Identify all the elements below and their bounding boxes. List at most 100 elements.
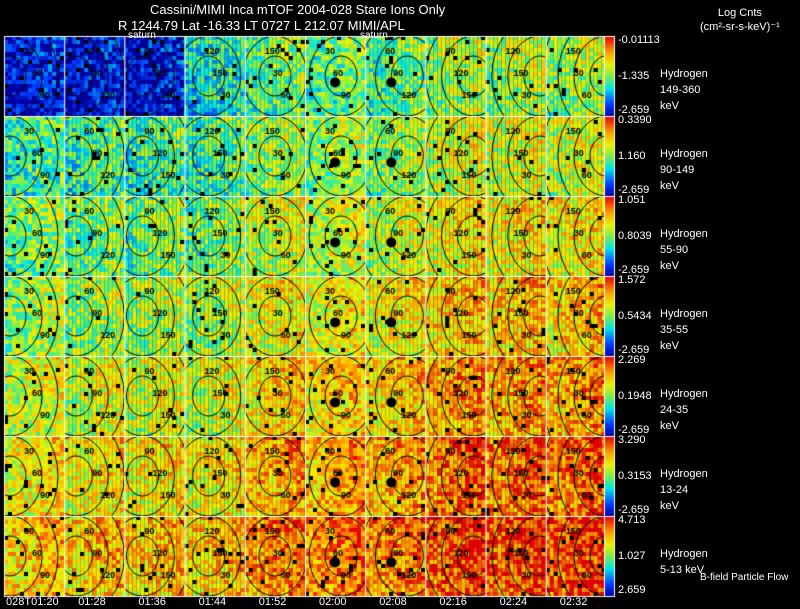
heatmap-panel xyxy=(64,436,124,516)
heatmap-panel xyxy=(245,276,305,356)
heatmap-panel xyxy=(64,356,124,436)
heatmap-panel xyxy=(486,356,546,436)
heatmap-panel xyxy=(185,36,245,116)
heatmap-panel xyxy=(486,436,546,516)
time-tick-label: 02:16 xyxy=(439,596,467,608)
heatmap-panel xyxy=(486,36,546,116)
heatmap-panel xyxy=(124,516,184,596)
colorbar-min-label: -2.659 xyxy=(618,104,650,116)
colorbar-mid-label: 1.027 xyxy=(618,550,646,562)
bfield-legend: B-field Particle Flow xyxy=(700,572,789,583)
colorbar-max-label: -0.01113 xyxy=(618,34,660,46)
channel-label: Hydrogen 35-55 keV xyxy=(660,306,708,354)
time-tick-label: 01:44 xyxy=(198,596,227,608)
heatmap-panel xyxy=(124,356,184,436)
heatmap-panel xyxy=(64,116,124,196)
energy-range: 24-35 keV xyxy=(660,404,689,432)
heatmap-panel xyxy=(425,356,485,436)
heatmap-panel xyxy=(124,36,184,116)
heatmap-panel xyxy=(486,276,546,356)
colorbar-max-label: 1.572 xyxy=(618,274,646,286)
heatmap-panel xyxy=(425,116,485,196)
saturn-label: saturn xyxy=(360,30,388,41)
heatmap-panel xyxy=(305,276,365,356)
heatmap-panel xyxy=(546,516,606,596)
heatmap-panel xyxy=(546,436,606,516)
heatmap-panel xyxy=(365,276,425,356)
species-name: Hydrogen xyxy=(660,388,708,400)
heatmap-panel xyxy=(245,196,305,276)
colorbar-title-line1: Log Cnts xyxy=(717,7,762,19)
colorbar-min-label: 2.659 xyxy=(618,584,646,596)
heatmap-panel xyxy=(305,356,365,436)
heatmap-panel xyxy=(185,356,245,436)
colorbar-max-label: 4.713 xyxy=(618,514,646,526)
colorbar-title-line2: (cm²-sr-s-keV)⁻¹ xyxy=(700,21,780,33)
time-tick-label: 01:52 xyxy=(258,596,287,608)
colorbar-mid-label: 0.5434 xyxy=(618,310,652,322)
channel-label: Hydrogen 5-13 keV xyxy=(660,546,708,578)
heatmap-panel xyxy=(185,196,245,276)
energy-range: 5-13 keV xyxy=(660,564,705,576)
energy-range: 149-360 keV xyxy=(660,84,701,112)
heatmap-panel xyxy=(185,276,245,356)
time-tick-label: 02:08 xyxy=(379,596,407,608)
heatmap-panel xyxy=(546,196,606,276)
heatmap-panel xyxy=(64,36,124,116)
species-name: Hydrogen xyxy=(660,148,708,160)
colorbar-max-label: 1.051 xyxy=(618,194,646,206)
heatmap-panel xyxy=(365,196,425,276)
heatmap-panel xyxy=(365,356,425,436)
species-name: Hydrogen xyxy=(660,548,708,560)
colorbar-min-label: -2.659 xyxy=(618,504,650,516)
heatmap-panel xyxy=(245,516,305,596)
channel-label: Hydrogen 149-360 keV xyxy=(660,66,708,114)
time-tick-label: 028T01:20 xyxy=(6,596,59,608)
colorbar-min-label: -2.659 xyxy=(618,344,650,356)
heatmap-panel xyxy=(546,356,606,436)
heatmap-panel xyxy=(245,116,305,196)
colorbar-mid-label: 1.160 xyxy=(618,150,646,162)
channel-label: Hydrogen 55-90 keV xyxy=(660,226,708,274)
heatmap-panel xyxy=(546,36,606,116)
heatmap-panel xyxy=(4,436,64,516)
species-name: Hydrogen xyxy=(660,228,708,240)
colorbar-mid-label: -1.335 xyxy=(618,70,650,82)
heatmap-panel xyxy=(124,196,184,276)
heatmap-panel xyxy=(4,276,64,356)
heatmap-panel xyxy=(4,196,64,276)
heatmap-panel xyxy=(64,196,124,276)
heatmap-panel xyxy=(425,516,485,596)
heatmap-panel xyxy=(486,116,546,196)
heatmap-panel xyxy=(305,36,365,116)
heatmap-panel xyxy=(425,36,485,116)
heatmap-panel xyxy=(245,436,305,516)
heatmap-panel xyxy=(425,276,485,356)
heatmap-panel xyxy=(425,196,485,276)
time-tick-label: 01:28 xyxy=(78,596,106,608)
heatmap-panel xyxy=(64,516,124,596)
heatmap-panel xyxy=(245,36,305,116)
heatmap-panel xyxy=(185,116,245,196)
colorbar-max-label: 3.290 xyxy=(618,434,646,446)
heatmap-panel xyxy=(124,116,184,196)
heatmap-panel xyxy=(4,356,64,436)
heatmap-panel xyxy=(124,436,184,516)
colorbar-mid-label: 0.1948 xyxy=(618,390,652,402)
heatmap-panel xyxy=(305,116,365,196)
heatmap-panel xyxy=(365,436,425,516)
energy-range: 13-24 keV xyxy=(660,484,689,512)
heatmap-panel xyxy=(305,196,365,276)
heatmap-panel xyxy=(365,116,425,196)
colorbar-mid-label: 0.3153 xyxy=(618,470,652,482)
energy-range: 35-55 keV xyxy=(660,324,689,352)
heatmap-panel xyxy=(365,36,425,116)
species-name: Hydrogen xyxy=(660,308,708,320)
time-tick-label: 02:24 xyxy=(499,596,528,608)
heatmap-panel xyxy=(546,116,606,196)
channel-label: Hydrogen 24-35 keV xyxy=(660,386,708,434)
heatmap-panel xyxy=(486,196,546,276)
channel-label: Hydrogen 13-24 keV xyxy=(660,466,708,514)
heatmap-panel xyxy=(124,276,184,356)
species-name: Hydrogen xyxy=(660,68,708,80)
